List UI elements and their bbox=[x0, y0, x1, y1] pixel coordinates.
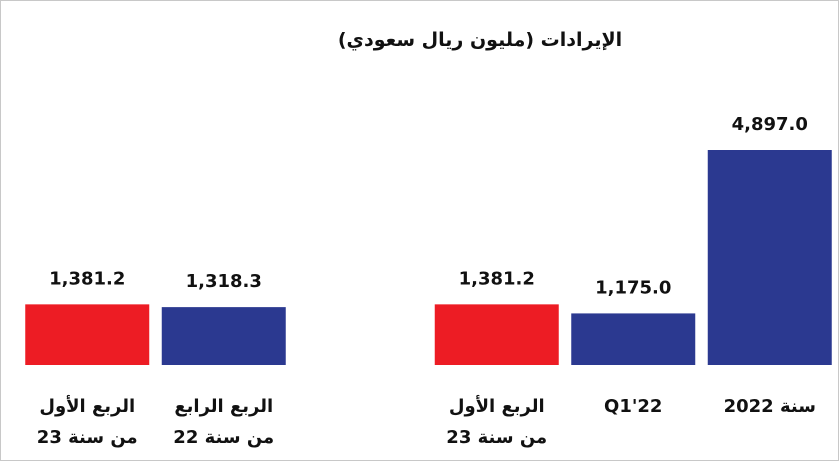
x-tick-label: الربع الأول من سنة 23 bbox=[446, 395, 547, 448]
data-label: 4,897.0 bbox=[732, 114, 808, 135]
data-label: 1,175.0 bbox=[595, 277, 671, 298]
bar bbox=[434, 304, 559, 365]
bar bbox=[25, 304, 150, 365]
chart-title: الإيرادات (مليون ريال سعودي) bbox=[338, 29, 622, 52]
x-tick-label-line: الربع الرابع bbox=[174, 396, 273, 417]
x-tick-label-line: الربع الأول bbox=[39, 395, 135, 417]
x-tick-label-line: سنة 2022 bbox=[724, 396, 816, 417]
x-tick-label-line: من سنة 23 bbox=[37, 427, 138, 448]
data-label: 1,381.2 bbox=[49, 268, 125, 289]
data-label: 1,381.2 bbox=[459, 268, 535, 289]
x-tick-label: Q1'22 bbox=[604, 396, 662, 417]
x-tick-label: سنة 2022 bbox=[724, 396, 816, 417]
x-tick-label: الربع الرابع من سنة 22 bbox=[173, 396, 274, 448]
bar bbox=[161, 307, 286, 365]
x-tick-label-line: من سنة 22 bbox=[173, 427, 274, 448]
data-label: 1,318.3 bbox=[186, 271, 262, 292]
bar bbox=[571, 313, 696, 365]
bar bbox=[707, 150, 832, 365]
x-tick-label-line: من سنة 23 bbox=[446, 427, 547, 448]
x-tick-label-line: Q1'22 bbox=[604, 396, 662, 417]
x-tick-label: الربع الأول من سنة 23 bbox=[37, 395, 138, 448]
x-tick-label-line: الربع الأول bbox=[449, 395, 545, 417]
